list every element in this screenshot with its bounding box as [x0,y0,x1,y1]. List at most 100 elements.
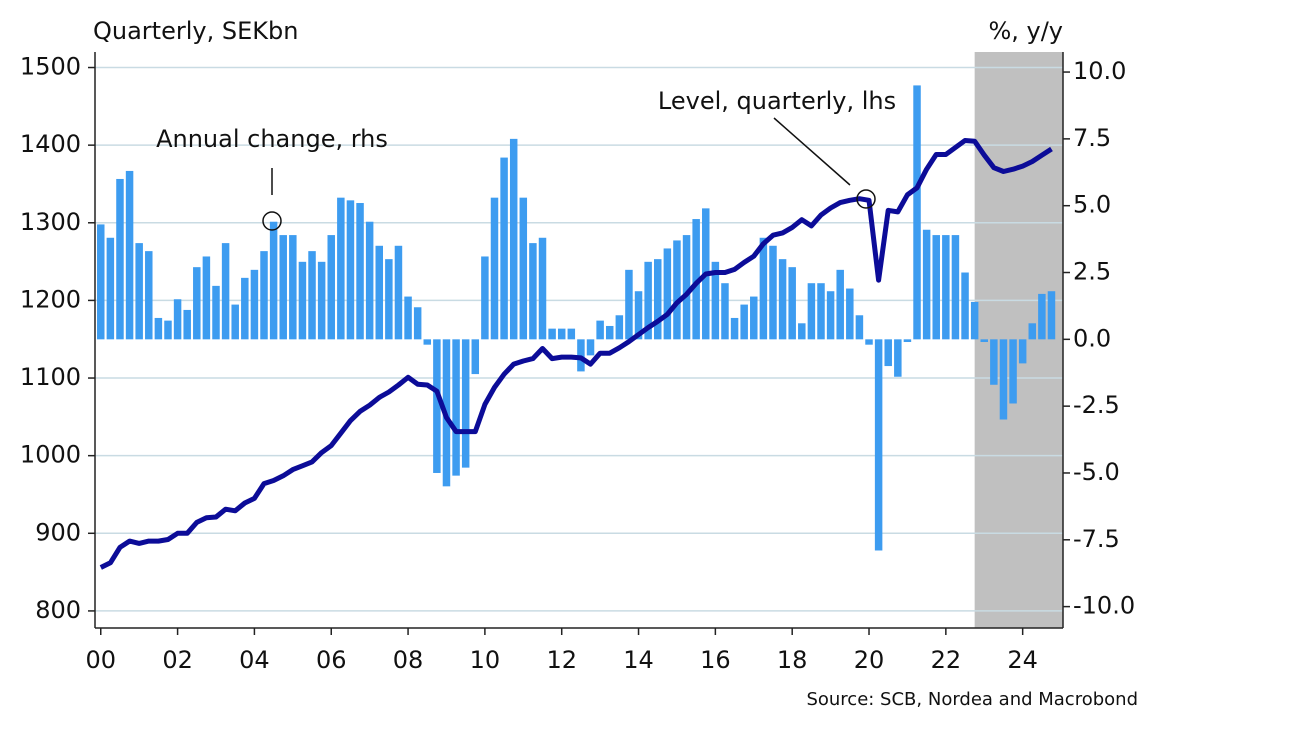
bar [673,240,681,340]
y-tick-label: 1200 [20,285,81,313]
bar [788,267,796,340]
x-tick-label: 22 [931,646,962,674]
bar [730,317,739,340]
bar [596,320,604,340]
bar [317,261,326,340]
x-tick-label: 02 [162,646,193,674]
bar [125,170,134,340]
bar [711,261,720,340]
bar [663,248,672,340]
y2-axis-title: %, y/y [988,17,1063,45]
bar [836,269,844,340]
bar [375,245,383,340]
bar [116,178,124,340]
bar [145,251,153,340]
bar [164,320,172,340]
bar [942,235,950,340]
bar [385,259,393,340]
bar [778,259,787,340]
x-tick-label: 04 [239,646,270,674]
bar [615,315,624,340]
x-tick-label: 08 [393,646,424,674]
bar [692,219,700,340]
bar [308,251,316,340]
bar [567,328,576,340]
bar [394,245,403,340]
bar [260,251,268,340]
bar [183,309,191,340]
bar [865,339,873,345]
bar [481,256,489,340]
bar [298,261,307,340]
source: Source: SCB, Nordea and Macrobond [806,689,1138,710]
bar [221,243,230,340]
annotation-leader [773,117,851,186]
bar [625,269,633,340]
bar [740,304,748,340]
bar [1028,323,1037,340]
bar [970,301,979,340]
y-tick-label: 1100 [20,363,81,391]
bar [605,325,614,340]
x-tick-label: 16 [700,646,731,674]
bar [269,221,278,340]
bar [461,339,470,468]
forecast-shade [974,52,1063,628]
bar [548,328,556,340]
bar [855,315,864,340]
bar [519,197,528,340]
bar [721,283,729,340]
bar [250,269,259,340]
bar [413,307,422,340]
bar [807,283,816,340]
bar [644,261,652,340]
y2-tick-label: 0.0 [1073,324,1111,352]
bar [471,339,480,375]
bar [154,317,163,340]
bar [327,235,335,340]
line [99,138,1053,570]
bar [903,339,912,343]
bar [135,243,143,340]
y-tick-label: 800 [35,596,81,624]
bar [961,272,969,340]
bar [817,283,825,340]
y-tick-label: 1000 [20,441,81,469]
bar [404,296,412,340]
bar [97,224,105,340]
bar [173,299,182,340]
y-tick-label: 900 [35,518,81,546]
bar [1018,339,1027,364]
bar [509,138,518,340]
bar [894,339,902,377]
x-tick-label: 24 [1007,646,1038,674]
bar [212,285,220,340]
annotation-circle [856,189,876,209]
bar [279,235,287,340]
bar [241,277,249,340]
bar [913,85,921,340]
x-tick-label: 14 [623,646,654,674]
bar [1047,291,1056,340]
bar [202,256,211,340]
bar [682,235,691,340]
bar [874,339,883,551]
bar [365,221,374,340]
y2-tick-label: -7.5 [1073,525,1120,553]
bar [980,339,988,343]
bar [759,237,768,340]
bar [490,197,499,340]
bar [577,339,585,372]
y2-tick-label: 10.0 [1073,57,1126,85]
bar [193,267,201,340]
bar [337,197,345,340]
bar [586,339,595,356]
x-tick-label: 18 [777,646,808,674]
bar [798,323,806,340]
bar [423,339,432,345]
bar [634,291,643,340]
bar [846,288,854,340]
bar [231,304,239,340]
annotation: Level, quarterly, lhs [658,87,896,115]
